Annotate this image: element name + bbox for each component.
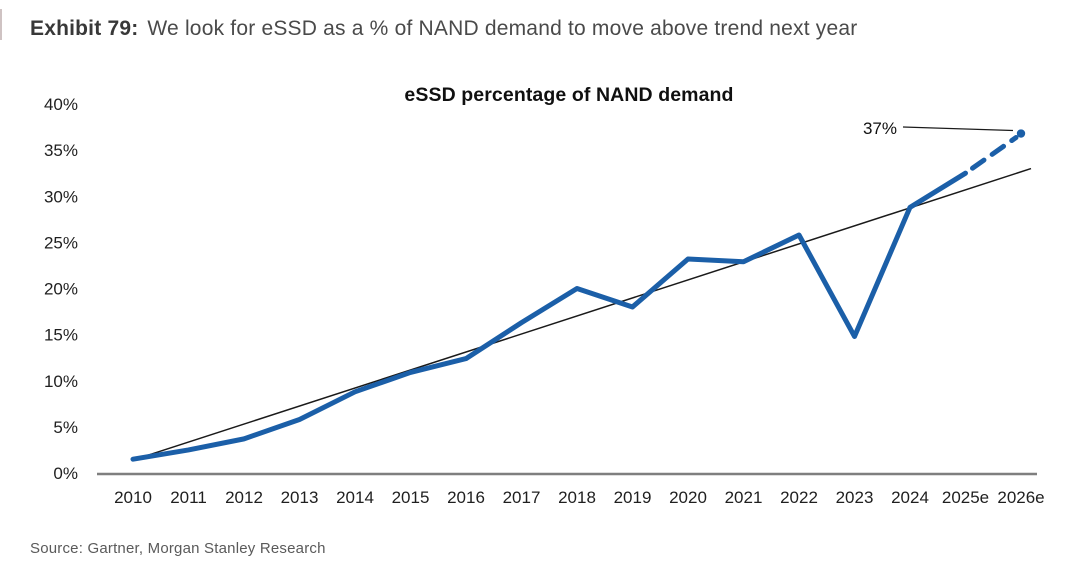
essd-line-solid <box>130 170 968 462</box>
x-tick-label: 2023 <box>836 488 874 507</box>
y-tick-label: 10% <box>44 372 78 391</box>
x-tick-label: 2024 <box>891 488 929 507</box>
x-tick-label: 2020 <box>669 488 707 507</box>
x-tick-label: 2026e <box>997 488 1044 507</box>
x-tick-label: 2025e <box>942 488 989 507</box>
chart-title: eSSD percentage of NAND demand <box>404 84 734 106</box>
x-tick-label: 2016 <box>447 488 485 507</box>
page-edge-mark <box>0 9 2 40</box>
essd-line-forecast-dashed <box>970 135 1019 171</box>
x-tick-label: 2017 <box>503 488 541 507</box>
y-tick-label: 5% <box>53 418 78 437</box>
exhibit-header: Exhibit 79: We look for eSSD as a % of NA… <box>30 17 1060 41</box>
x-tick-label: 2021 <box>725 488 763 507</box>
y-tick-label: 20% <box>44 280 78 299</box>
exhibit-number-label: Exhibit 79: <box>30 17 139 40</box>
x-tick-label: 2022 <box>780 488 818 507</box>
x-tick-label: 2011 <box>170 488 207 507</box>
source-note: Source: Gartner, Morgan Stanley Research <box>30 540 326 557</box>
x-tick-label: 2014 <box>336 488 374 507</box>
exhibit-title-text: We look for eSSD as a % of NAND demand t… <box>147 17 858 40</box>
x-tick-label: 2012 <box>225 488 263 507</box>
y-tick-label: 40% <box>44 95 78 114</box>
y-tick-label: 15% <box>44 326 78 345</box>
x-tick-label: 2019 <box>614 488 652 507</box>
trend-line <box>132 167 1032 461</box>
annotation-callout-line <box>902 126 1014 132</box>
y-tick-label: 35% <box>44 141 78 160</box>
annotation-value-label: 37% <box>863 119 897 138</box>
y-tick-label: 30% <box>44 187 78 206</box>
x-tick-label: 2018 <box>558 488 596 507</box>
y-tick-label: 0% <box>53 464 78 483</box>
x-tick-label: 2015 <box>392 488 430 507</box>
x-tick-label: 2010 <box>114 488 152 507</box>
essd-endpoint-dot <box>1016 129 1026 138</box>
y-tick-label: 25% <box>44 233 78 252</box>
x-tick-label: 2013 <box>281 488 319 507</box>
